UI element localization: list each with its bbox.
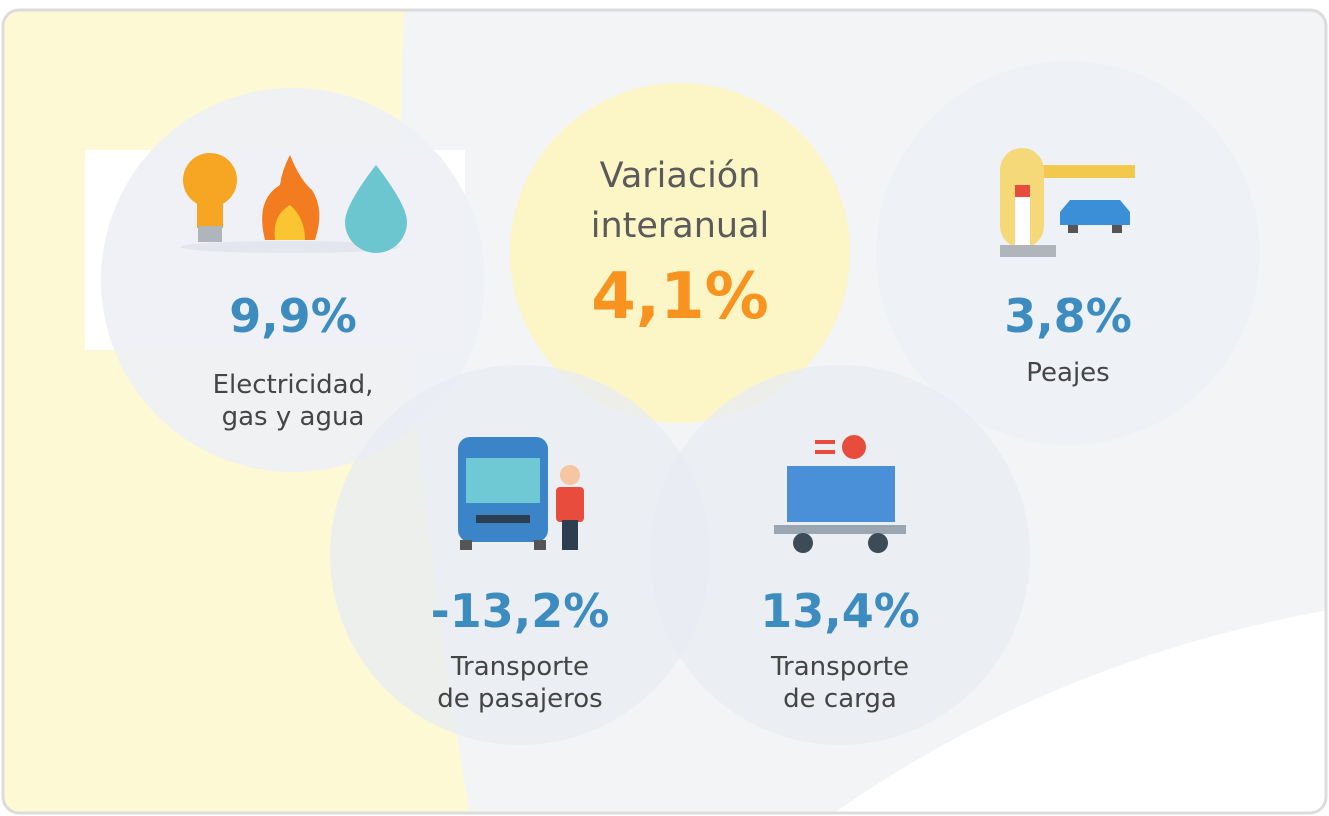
item-label: Transporte [450, 652, 589, 682]
frame [1, 8, 1328, 815]
item-label: gas y agua [222, 402, 365, 432]
icon-utilities [180, 153, 407, 253]
item-value: -13,2% [431, 584, 610, 638]
item-label: Peajes [1026, 358, 1109, 388]
item-label: de pasajeros [437, 684, 602, 714]
item-label: Electricidad, [213, 370, 374, 400]
item-label: Transporte [770, 652, 909, 682]
item-value: 9,9% [229, 289, 357, 343]
item-label: de carga [783, 684, 897, 714]
icon-cargo [774, 435, 906, 553]
icon-toll [1000, 148, 1135, 257]
center-title: Variación [600, 156, 761, 196]
center-title: interanual [591, 206, 770, 246]
item-value: 13,4% [760, 584, 920, 638]
center-value: 4,1% [591, 260, 769, 334]
item-value: 3,8% [1004, 289, 1132, 343]
icon-bus [458, 437, 584, 550]
